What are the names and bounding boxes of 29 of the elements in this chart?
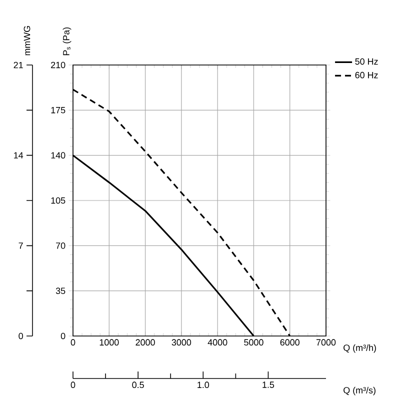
y2-tick-label: 0 bbox=[18, 332, 23, 340]
y-tick-label: 140 bbox=[51, 152, 66, 159]
x-tick-label: 4000 bbox=[208, 339, 228, 346]
x-tick-label: 1000 bbox=[100, 339, 119, 346]
x-axis-title: Q (m³/h) bbox=[344, 344, 376, 353]
y-tick-label: 210 bbox=[51, 62, 66, 68]
x-tick-label: 2000 bbox=[136, 339, 155, 346]
x-tick-label: 7000 bbox=[316, 339, 336, 346]
x2-tick-label: 1.5 bbox=[262, 382, 274, 388]
y2-tick-label: 7 bbox=[18, 242, 23, 249]
x-tick-label: 0 bbox=[70, 339, 76, 346]
legend-label: 50 Hz bbox=[355, 58, 378, 65]
y2-tick-label: 21 bbox=[14, 62, 23, 68]
y-tick-label: 35 bbox=[56, 288, 66, 294]
y-tick-label: 105 bbox=[51, 197, 66, 204]
x2-tick-label: 0 bbox=[70, 382, 76, 388]
x-tick-label: 3000 bbox=[172, 339, 192, 346]
x2-axis-title: Q (m³/s) bbox=[344, 386, 376, 396]
y-tick-label: 0 bbox=[60, 332, 66, 340]
y2-axis-title: mmWG bbox=[24, 26, 30, 56]
y-tick-label: 175 bbox=[51, 107, 66, 114]
x-tick-label: 5000 bbox=[244, 339, 264, 346]
x-tick-label: 6000 bbox=[280, 339, 300, 346]
legend-label: 60 Hz bbox=[355, 72, 378, 78]
x2-tick-label: 1.0 bbox=[198, 382, 210, 388]
y2-tick-label: 14 bbox=[14, 152, 24, 158]
y-tick-label: 70 bbox=[56, 242, 66, 249]
x2-tick-label: 0.5 bbox=[132, 382, 144, 388]
y-axis-title: P$_{s}$ (Pa) bbox=[62, 27, 72, 56]
